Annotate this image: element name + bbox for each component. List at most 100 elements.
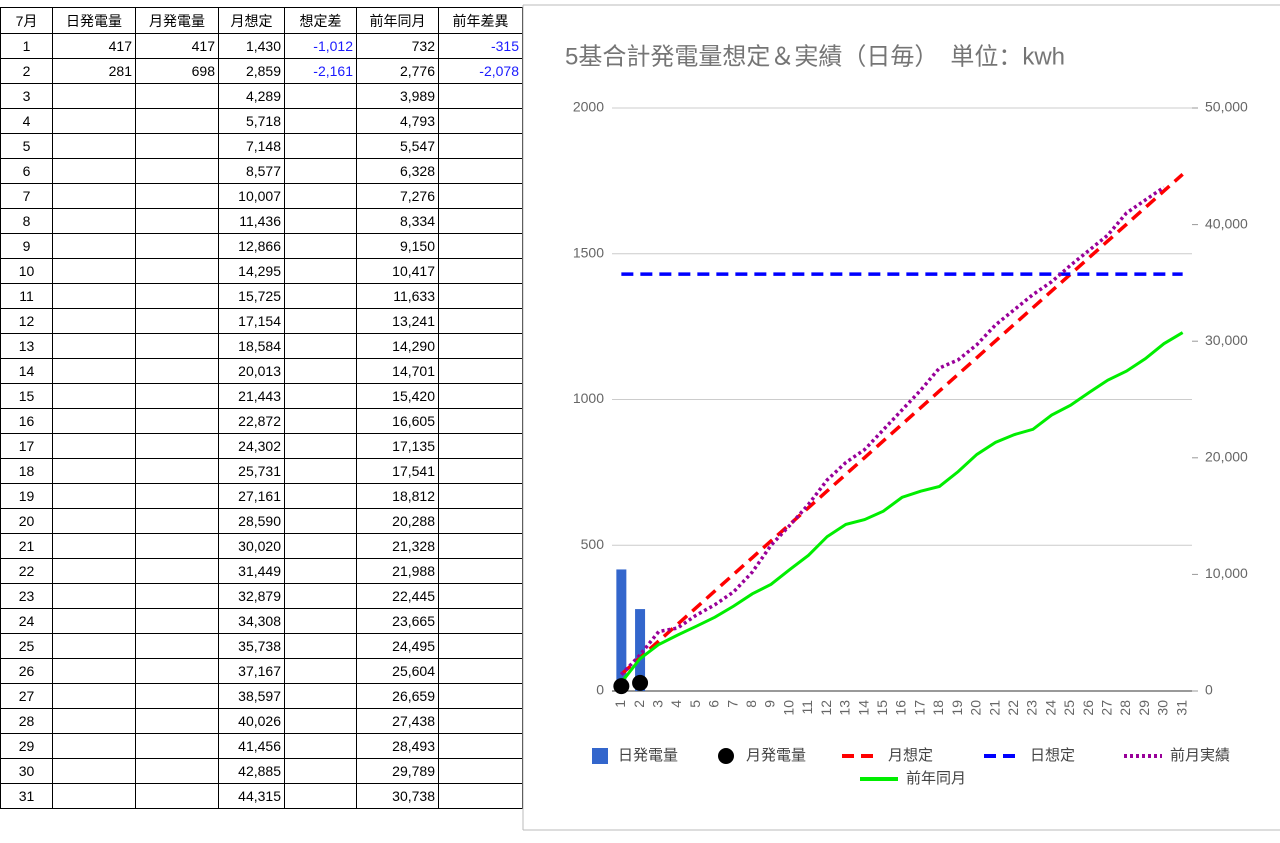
- table-cell[interactable]: 17,154: [218, 308, 285, 334]
- table-cell[interactable]: 9,150: [356, 233, 439, 259]
- table-cell[interactable]: 11: [0, 283, 53, 309]
- table-cell[interactable]: 31: [0, 783, 53, 809]
- table-cell[interactable]: [284, 508, 357, 534]
- table-cell[interactable]: 732: [356, 33, 439, 59]
- table-cell[interactable]: 8: [0, 208, 53, 234]
- table-cell[interactable]: 26,659: [356, 683, 439, 709]
- table-cell[interactable]: [52, 583, 136, 609]
- table-cell[interactable]: [284, 133, 357, 159]
- table-cell[interactable]: [52, 108, 136, 134]
- table-cell[interactable]: 21,988: [356, 558, 439, 584]
- table-cell[interactable]: 10: [0, 258, 53, 284]
- table-cell[interactable]: 19: [0, 483, 53, 509]
- table-cell[interactable]: [284, 583, 357, 609]
- table-cell[interactable]: [438, 308, 523, 334]
- table-cell[interactable]: [135, 708, 219, 734]
- table-cell[interactable]: 5,718: [218, 108, 285, 134]
- table-cell[interactable]: 前年差異: [438, 7, 523, 34]
- table-cell[interactable]: 9: [0, 233, 53, 259]
- table-cell[interactable]: [52, 283, 136, 309]
- table-cell[interactable]: 22: [0, 558, 53, 584]
- table-cell[interactable]: [438, 458, 523, 484]
- table-cell[interactable]: 28: [0, 708, 53, 734]
- table-cell[interactable]: [135, 283, 219, 309]
- table-cell[interactable]: 25: [0, 633, 53, 659]
- table-cell[interactable]: [284, 233, 357, 259]
- table-cell[interactable]: 21,328: [356, 533, 439, 559]
- table-cell[interactable]: 12,866: [218, 233, 285, 259]
- table-cell[interactable]: 4,289: [218, 83, 285, 109]
- table-cell[interactable]: [438, 108, 523, 134]
- table-cell[interactable]: 13,241: [356, 308, 439, 334]
- table-cell[interactable]: 38,597: [218, 683, 285, 709]
- table-cell[interactable]: [284, 183, 357, 209]
- table-cell[interactable]: 4,793: [356, 108, 439, 134]
- table-cell[interactable]: 20: [0, 508, 53, 534]
- table-cell[interactable]: [438, 483, 523, 509]
- table-cell[interactable]: [438, 233, 523, 259]
- table-cell[interactable]: 18: [0, 458, 53, 484]
- table-cell[interactable]: [52, 783, 136, 809]
- table-cell[interactable]: [52, 158, 136, 184]
- table-cell[interactable]: [284, 533, 357, 559]
- table-cell[interactable]: 23: [0, 583, 53, 609]
- table-cell[interactable]: [52, 508, 136, 534]
- table-cell[interactable]: [284, 283, 357, 309]
- table-cell[interactable]: [438, 358, 523, 384]
- table-cell[interactable]: 8,577: [218, 158, 285, 184]
- table-cell[interactable]: [52, 533, 136, 559]
- table-cell[interactable]: 22,445: [356, 583, 439, 609]
- table-cell[interactable]: 14: [0, 358, 53, 384]
- table-cell[interactable]: [284, 358, 357, 384]
- table-cell[interactable]: 35,738: [218, 633, 285, 659]
- table-cell[interactable]: 42,885: [218, 758, 285, 784]
- table-cell[interactable]: [135, 608, 219, 634]
- table-cell[interactable]: [438, 533, 523, 559]
- table-cell[interactable]: [284, 483, 357, 509]
- table-cell[interactable]: [284, 733, 357, 759]
- table-cell[interactable]: 44,315: [218, 783, 285, 809]
- table-cell[interactable]: 698: [135, 58, 219, 84]
- table-cell[interactable]: [438, 208, 523, 234]
- table-cell[interactable]: 15: [0, 383, 53, 409]
- table-cell[interactable]: -315: [438, 33, 523, 59]
- table-cell[interactable]: [52, 83, 136, 109]
- table-cell[interactable]: [135, 783, 219, 809]
- table-cell[interactable]: -2,078: [438, 58, 523, 84]
- table-cell[interactable]: 3: [0, 83, 53, 109]
- table-cell[interactable]: 14,295: [218, 258, 285, 284]
- table-cell[interactable]: [135, 458, 219, 484]
- table-cell[interactable]: [52, 483, 136, 509]
- table-cell[interactable]: 7月: [0, 7, 53, 34]
- table-cell[interactable]: [284, 258, 357, 284]
- table-cell[interactable]: 30,020: [218, 533, 285, 559]
- table-cell[interactable]: 15,420: [356, 383, 439, 409]
- table-cell[interactable]: 28,493: [356, 733, 439, 759]
- table-cell[interactable]: 40,026: [218, 708, 285, 734]
- table-cell[interactable]: 16,605: [356, 408, 439, 434]
- table-cell[interactable]: [438, 608, 523, 634]
- table-cell[interactable]: [135, 533, 219, 559]
- table-cell[interactable]: 14,701: [356, 358, 439, 384]
- table-cell[interactable]: [52, 208, 136, 234]
- table-cell[interactable]: 21,443: [218, 383, 285, 409]
- table-cell[interactable]: 17,541: [356, 458, 439, 484]
- table-cell[interactable]: [135, 158, 219, 184]
- table-cell[interactable]: 41,456: [218, 733, 285, 759]
- table-cell[interactable]: -1,012: [284, 33, 357, 59]
- table-cell[interactable]: [284, 758, 357, 784]
- table-cell[interactable]: 5,547: [356, 133, 439, 159]
- table-cell[interactable]: [438, 633, 523, 659]
- table-cell[interactable]: 25,731: [218, 458, 285, 484]
- table-cell[interactable]: [135, 108, 219, 134]
- table-cell[interactable]: [52, 408, 136, 434]
- table-cell[interactable]: 20,013: [218, 358, 285, 384]
- table-cell[interactable]: [438, 733, 523, 759]
- table-cell[interactable]: 7,276: [356, 183, 439, 209]
- table-cell[interactable]: [135, 683, 219, 709]
- table-cell[interactable]: 日発電量: [52, 7, 136, 34]
- table-cell[interactable]: 1: [0, 33, 53, 59]
- table-cell[interactable]: [52, 383, 136, 409]
- table-cell[interactable]: [438, 708, 523, 734]
- table-cell[interactable]: 27,161: [218, 483, 285, 509]
